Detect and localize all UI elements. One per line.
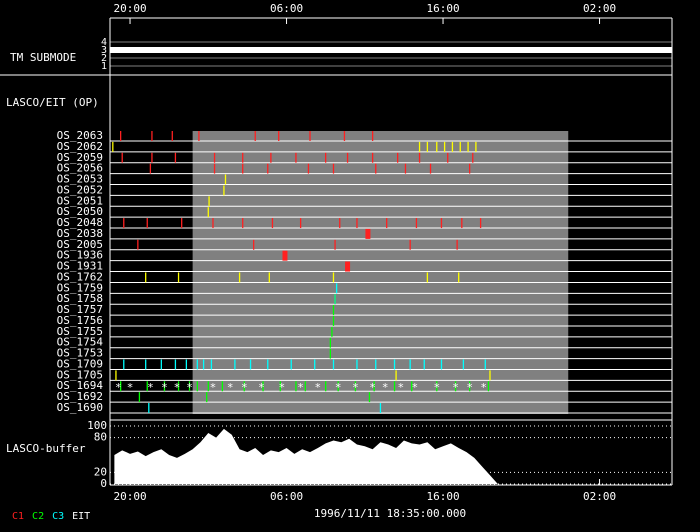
event-star: * (480, 381, 487, 394)
tm-tick-label: 4 (101, 37, 107, 48)
x-tick-label-bottom: 06:00 (270, 490, 303, 503)
event-star: * (412, 381, 419, 394)
row-label: OS_1709 (57, 357, 103, 370)
row-label: OS_1931 (57, 260, 103, 273)
row-label: OS_2048 (57, 216, 103, 229)
event-star: * (210, 381, 217, 394)
event-star: * (369, 381, 376, 394)
legend-entry: C1 (12, 511, 24, 522)
row-label: OS_2052 (57, 183, 103, 196)
row-label: OS_1758 (57, 292, 103, 305)
row-label: OS_1705 (57, 368, 103, 381)
row-label: OS_1690 (57, 401, 103, 414)
shade-band (192, 131, 569, 414)
x-tick-label-bottom: 16:00 (426, 490, 459, 503)
row-label: OS_1753 (57, 347, 103, 360)
row-label: OS_2053 (57, 173, 103, 186)
event-star: * (227, 381, 234, 394)
row-label: OS_2050 (57, 205, 103, 218)
x-tick-label-top: 20:00 (113, 2, 146, 15)
event-star: * (315, 381, 322, 394)
x-tick-label-top: 06:00 (270, 2, 303, 15)
row-label: OS_1762 (57, 270, 103, 283)
row-label: OS_2051 (57, 194, 103, 207)
event-star: * (115, 381, 122, 394)
row-label: OS_1755 (57, 325, 103, 338)
row-label: OS_2059 (57, 151, 103, 164)
event-star: * (127, 381, 134, 394)
tm-tick-label: 3 (101, 45, 107, 56)
tm-tick-label: 2 (101, 53, 107, 64)
legend-entry: EIT (72, 511, 90, 522)
buffer-tick-label: 100 (87, 419, 107, 432)
x-tick-label-top: 02:00 (583, 2, 616, 15)
row-label: OS_2038 (57, 227, 103, 240)
event-star: * (452, 381, 459, 394)
event-star: * (186, 381, 193, 394)
row-label: OS_1692 (57, 390, 103, 403)
event (345, 261, 351, 272)
event-star: * (466, 381, 473, 394)
row-label: OS_2063 (57, 129, 103, 142)
event-star: * (161, 381, 168, 394)
event-star: * (397, 381, 404, 394)
event-star: * (258, 381, 265, 394)
row-label: OS_2062 (57, 140, 103, 153)
row-label: OS_1756 (57, 314, 103, 327)
x-tick-label-top: 16:00 (426, 2, 459, 15)
legend-entry: C2 (32, 511, 44, 522)
event-star: * (279, 381, 286, 394)
buffer-tick-label: 20 (94, 465, 107, 478)
event (282, 250, 288, 261)
event-star: * (352, 381, 359, 394)
section-label: LASCO/EIT (OP) (6, 96, 99, 109)
row-label: OS_1759 (57, 281, 103, 294)
buffer-tick-label: 0 (100, 477, 107, 490)
event-star: * (241, 381, 248, 394)
event-star: * (147, 381, 154, 394)
event (365, 228, 371, 239)
event-star: * (174, 381, 181, 394)
row-label: OS_1694 (57, 379, 104, 392)
tm-submode-band (110, 47, 672, 53)
x-tick-label-bottom: 02:00 (583, 490, 616, 503)
event-star: * (433, 381, 440, 394)
row-label: OS_2005 (57, 238, 103, 251)
row-label: OS_1936 (57, 249, 103, 262)
x-tick-label-bottom: 20:00 (113, 490, 146, 503)
row-label: OS_2056 (57, 162, 103, 175)
buffer-area (114, 428, 498, 484)
tm-submode-label: TM SUBMODE (10, 51, 76, 64)
row-label: OS_1757 (57, 303, 103, 316)
event-star: * (382, 381, 389, 394)
row-label: OS_1754 (57, 336, 104, 349)
timestamp: 1996/11/11 18:35:00.000 (314, 507, 466, 520)
buffer-tick-label: 80 (94, 431, 107, 444)
event-star: * (297, 381, 304, 394)
event-star: * (335, 381, 342, 394)
tm-tick-label: 1 (101, 61, 107, 72)
legend-entry: C3 (52, 511, 64, 522)
buffer-label: LASCO-buffer (6, 442, 86, 455)
